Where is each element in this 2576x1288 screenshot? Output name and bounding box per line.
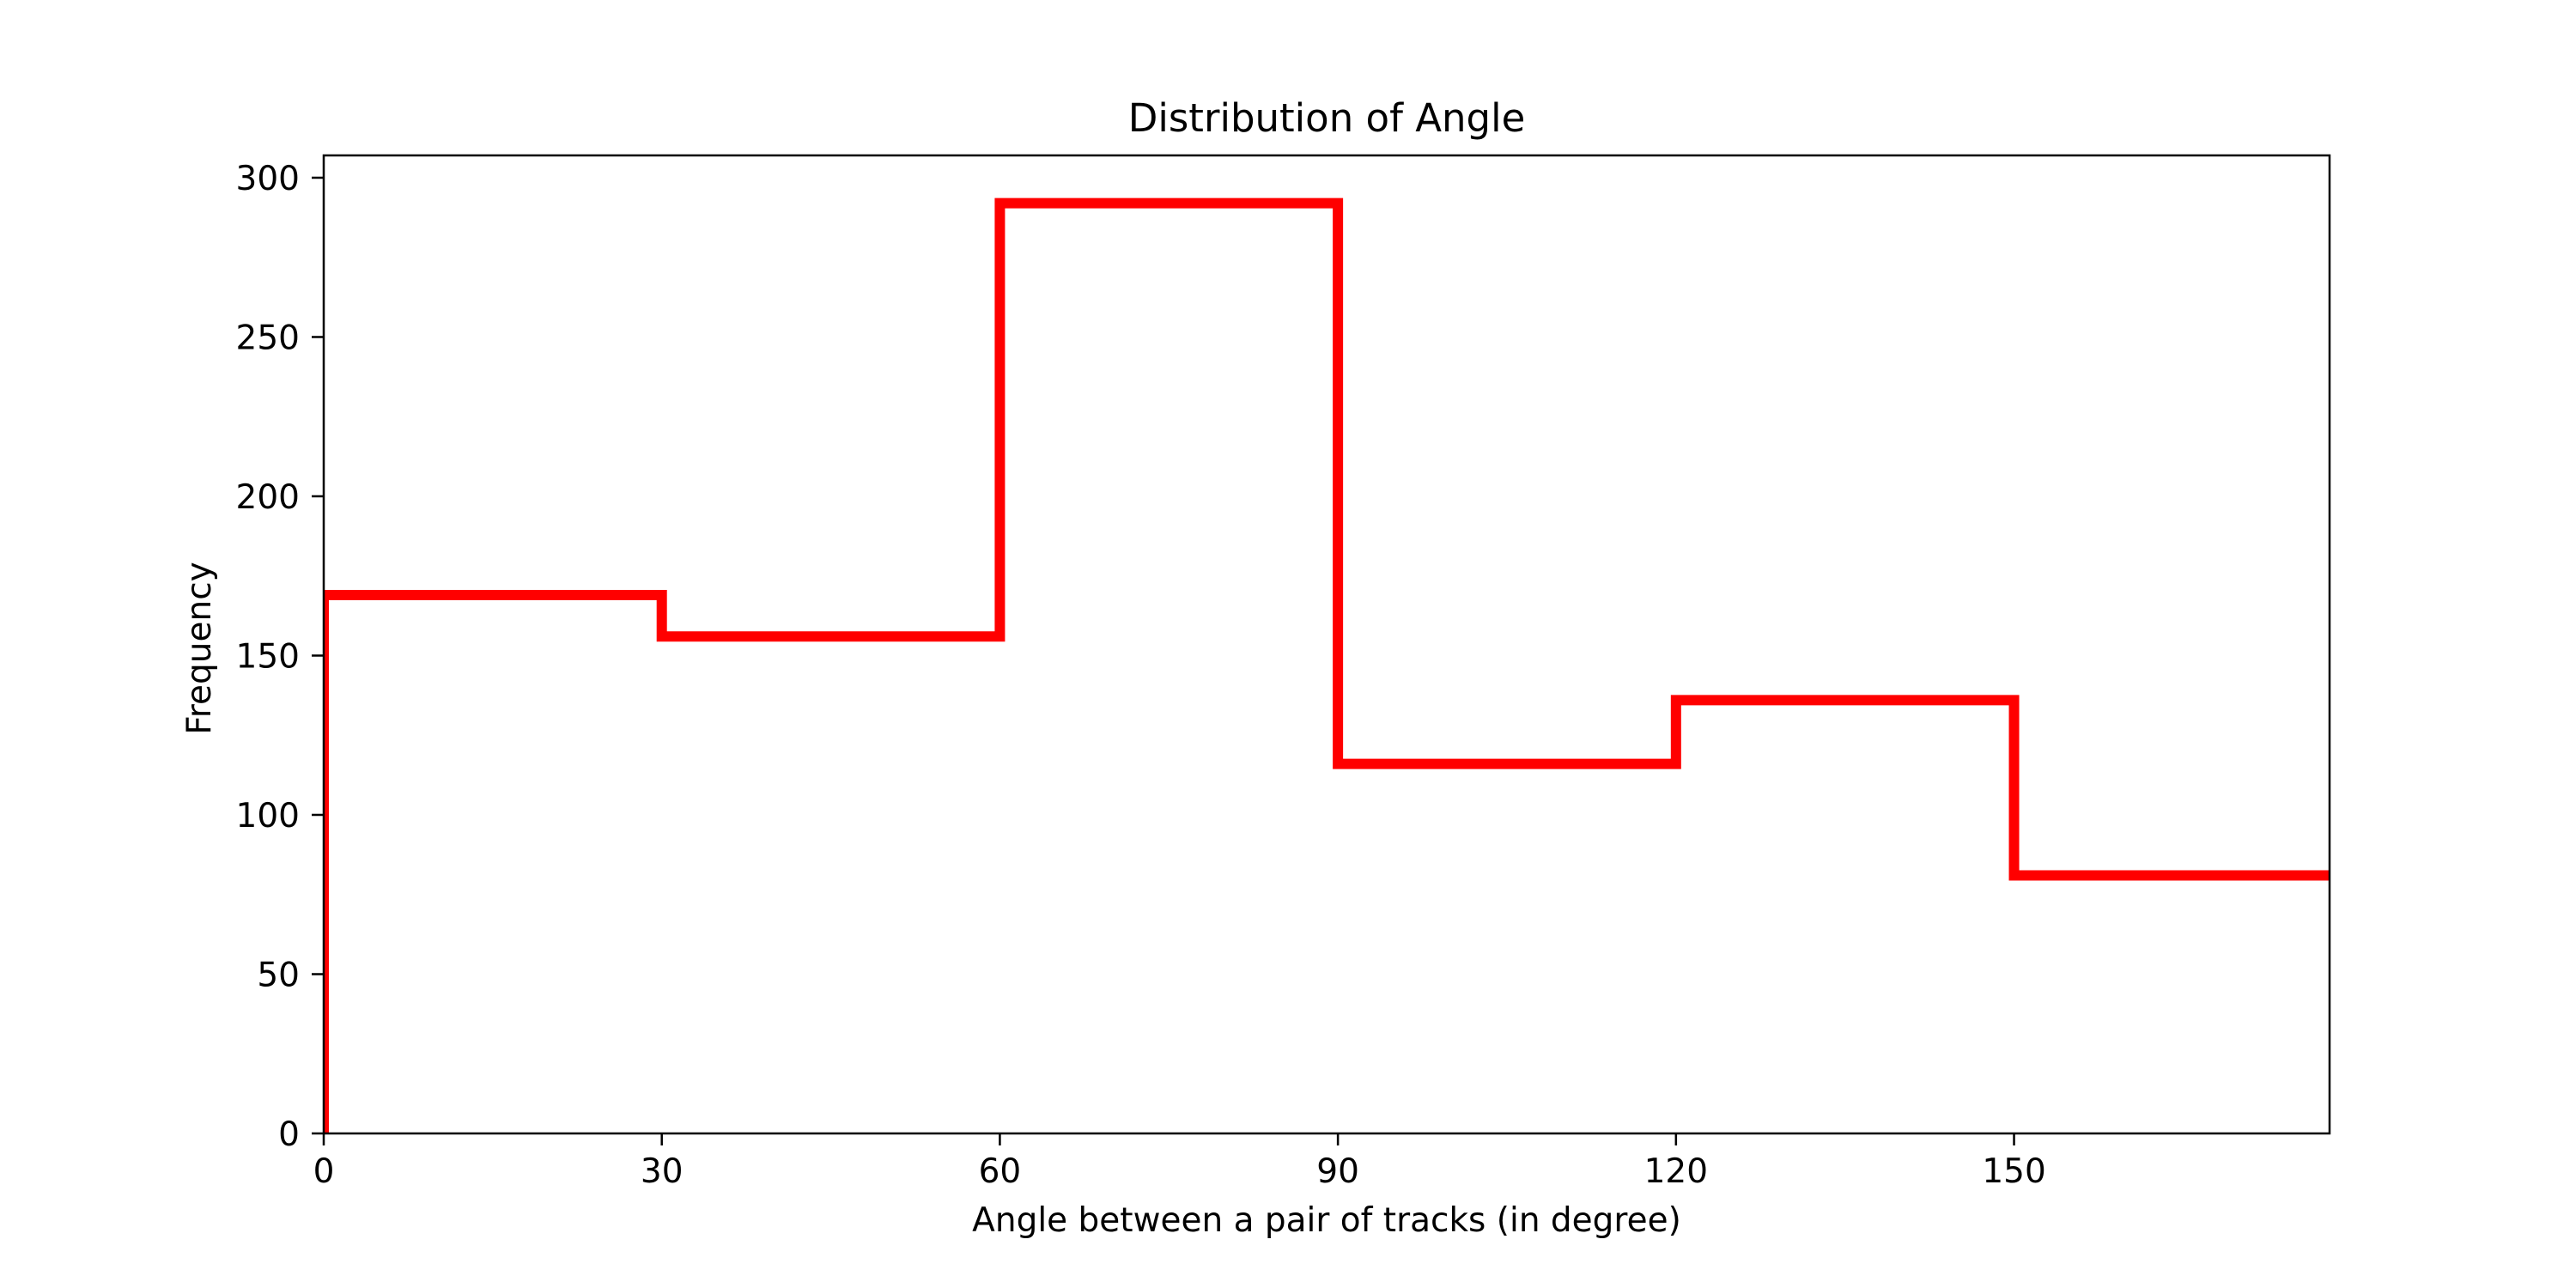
histogram-step-line <box>324 197 2330 1133</box>
chart-title: Distribution of Angle <box>1128 95 1526 141</box>
x-tick-label: 90 <box>1316 1152 1359 1191</box>
x-tick-label: 150 <box>1982 1152 2045 1191</box>
histogram-bin <box>662 636 1000 1133</box>
histogram-bin <box>1676 700 2014 1133</box>
y-tick-label: 150 <box>236 637 300 676</box>
y-tick-label: 200 <box>236 478 300 517</box>
y-tick-label: 100 <box>236 797 300 835</box>
y-tick-label: 50 <box>257 956 300 994</box>
y-tick-label: 250 <box>236 319 300 357</box>
axes-frame <box>322 154 2331 1135</box>
histogram-bin <box>1338 764 1676 1133</box>
y-tick-label: 300 <box>236 160 300 198</box>
x-axis-label: Angle between a pair of tracks (in degre… <box>972 1201 1681 1240</box>
histogram-bin <box>324 595 662 1133</box>
y-tick-label: 0 <box>278 1115 300 1154</box>
x-tick-label: 60 <box>979 1152 1022 1191</box>
x-tick-label: 0 <box>313 1152 335 1191</box>
histogram-bin <box>999 204 1338 1133</box>
y-axis-label: Frequency <box>180 562 219 734</box>
x-tick-label: 120 <box>1644 1152 1708 1191</box>
histogram-bin <box>2014 875 2330 1133</box>
x-tick-label: 30 <box>641 1152 683 1191</box>
plot-area: 0 30 60 90 120 150 0 50 100 150 200 250 300 <box>236 154 2331 1191</box>
